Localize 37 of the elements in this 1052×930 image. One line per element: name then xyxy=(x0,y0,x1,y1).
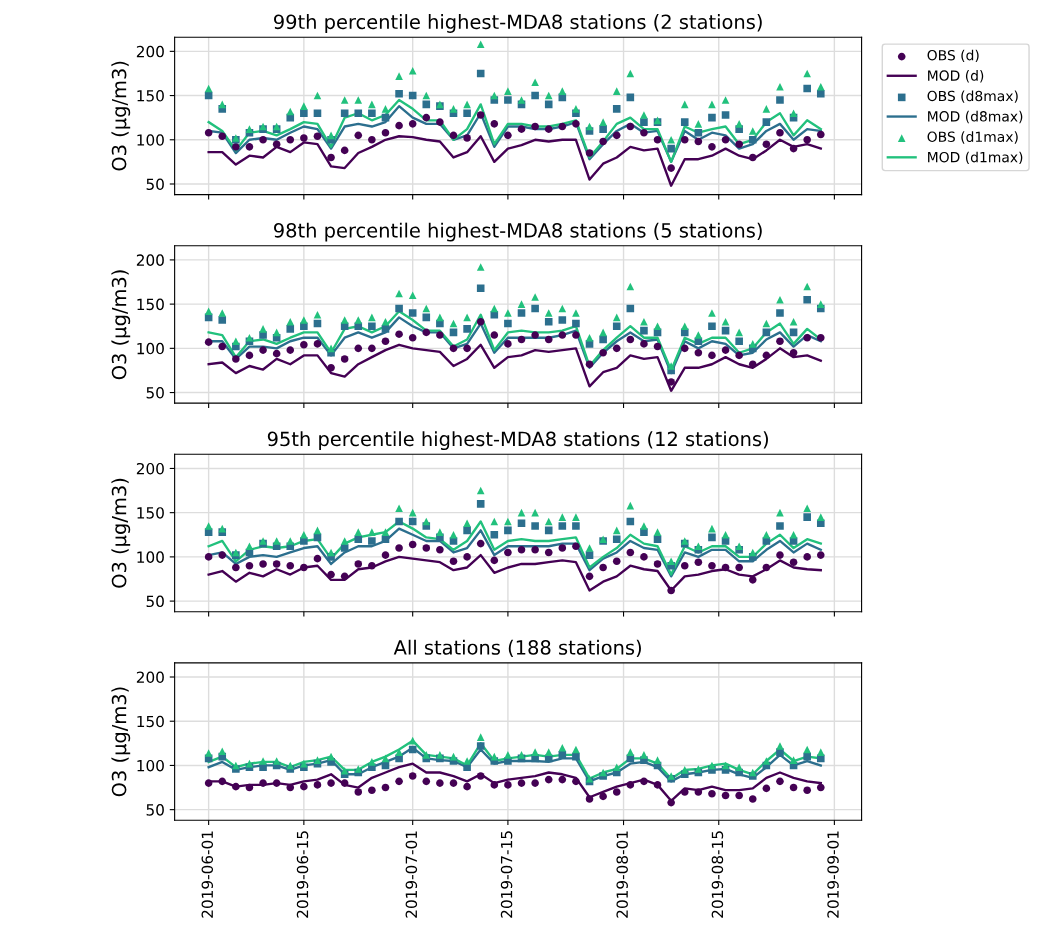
y-tick-label: 200 xyxy=(136,254,164,266)
y-tick-label: 150 xyxy=(137,298,164,311)
x-tick-label: 2019-06-01 xyxy=(201,831,214,918)
y-tick-label: 50 xyxy=(146,178,164,191)
x-tick-label: 2019-06-15 xyxy=(296,831,309,918)
chart-title: 99th percentile highest-MDA8 stations (2 stations) xyxy=(274,14,762,33)
y-tick-label: 200 xyxy=(136,462,164,475)
y-tick-label: 200 xyxy=(136,671,164,684)
y-tick-label: 150 xyxy=(137,507,164,519)
y-axis-title: O3 (μg/m3) xyxy=(111,478,131,588)
legend-label: OBS (d1max) xyxy=(927,131,1018,144)
legend-label: MOD (d) xyxy=(928,70,984,83)
y-axis-title: O3 (μg/m3) xyxy=(111,270,131,380)
x-tick-label: 2019-07-15 xyxy=(500,831,513,918)
y-axis-title: O3 (μg/m3) xyxy=(111,61,131,171)
y-tick-label: 50 xyxy=(146,804,164,816)
chart-title: All stations (188 stations) xyxy=(393,639,641,658)
legend-label: OBS (d) xyxy=(927,49,979,63)
y-tick-label: 50 xyxy=(146,595,164,608)
legend-label: MOD (d8max) xyxy=(928,110,1023,124)
y-tick-label: 150 xyxy=(137,715,164,728)
x-tick-label: 2019-09-01 xyxy=(827,831,839,918)
y-tick-label: 100 xyxy=(137,134,164,146)
y-tick-label: 100 xyxy=(137,551,164,563)
legend-label: MOD (d1max) xyxy=(928,151,1023,165)
chart-title: 98th percentile highest-MDA8 stations (5 stations) xyxy=(274,222,762,242)
y-tick-label: 50 xyxy=(146,387,164,399)
chart-title: 95th percentile highest-MDA8 stations (12 stations) xyxy=(267,431,768,451)
y-tick-label: 100 xyxy=(137,342,164,355)
x-tick-label: 2019-08-15 xyxy=(711,831,724,918)
y-tick-label: 100 xyxy=(137,759,164,772)
y-axis-title: O3 (μg/m3) xyxy=(111,687,131,797)
x-tick-label: 2019-07-01 xyxy=(405,831,418,918)
legend-label: OBS (d8max) xyxy=(927,90,1018,103)
y-tick-label: 150 xyxy=(137,90,164,102)
y-tick-label: 200 xyxy=(136,45,164,58)
x-tick-label: 2019-08-01 xyxy=(616,831,628,918)
